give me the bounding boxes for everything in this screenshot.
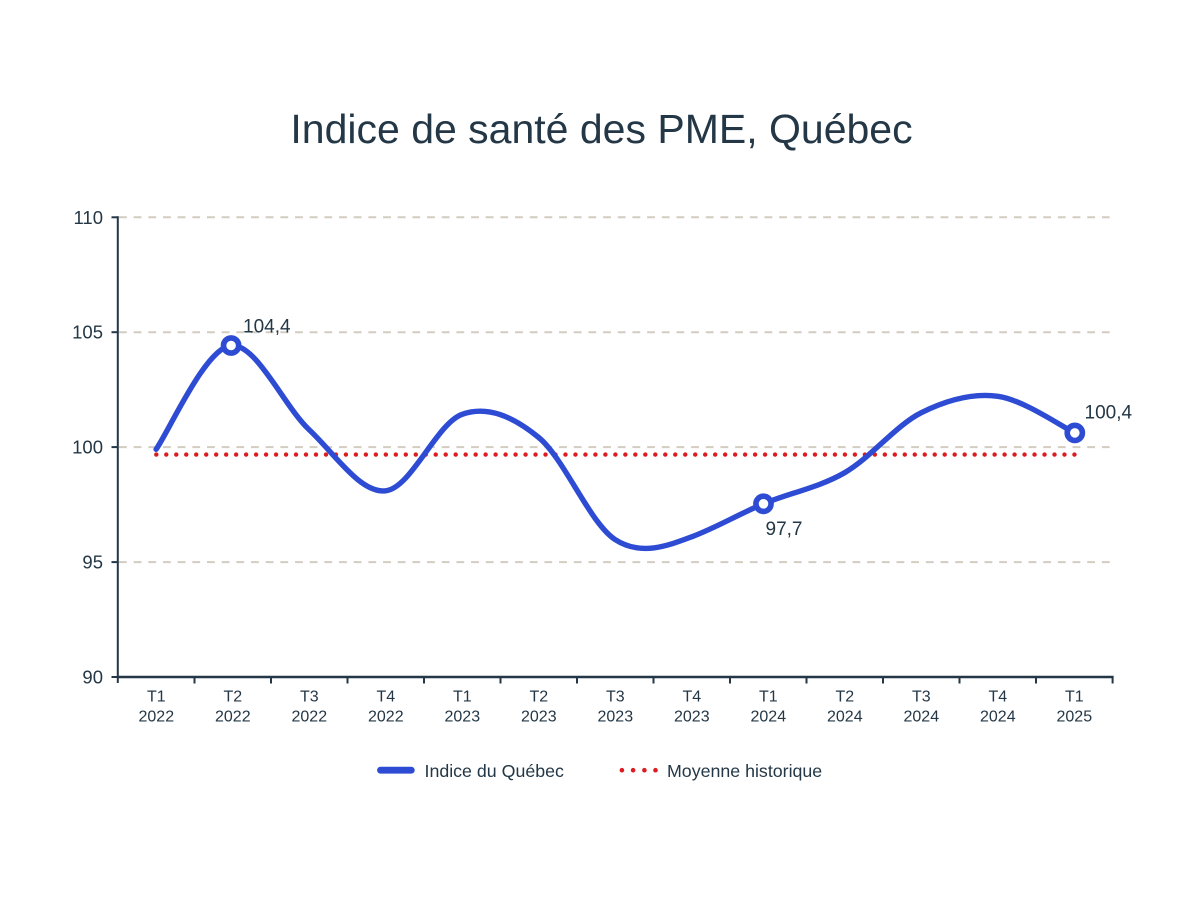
svg-text:2022: 2022: [215, 709, 251, 726]
svg-text:T1: T1: [759, 689, 778, 706]
svg-text:100,4: 100,4: [1085, 403, 1133, 424]
svg-text:2023: 2023: [674, 709, 710, 726]
svg-text:Indice du Québec: Indice du Québec: [425, 761, 564, 781]
svg-text:2022: 2022: [139, 709, 175, 726]
svg-text:T3: T3: [606, 689, 625, 706]
svg-text:2023: 2023: [445, 709, 481, 726]
svg-text:T2: T2: [223, 689, 242, 706]
svg-text:T1: T1: [1065, 689, 1084, 706]
svg-text:110: 110: [74, 207, 104, 228]
svg-text:T1: T1: [453, 689, 472, 706]
svg-text:90: 90: [82, 667, 103, 688]
svg-text:2022: 2022: [368, 709, 404, 726]
svg-text:100: 100: [72, 437, 103, 458]
svg-text:104,4: 104,4: [243, 317, 291, 338]
svg-text:2023: 2023: [598, 709, 634, 726]
svg-text:T3: T3: [300, 689, 319, 706]
svg-text:97,7: 97,7: [766, 519, 803, 540]
svg-text:T4: T4: [376, 689, 395, 706]
svg-text:2025: 2025: [1057, 709, 1093, 726]
svg-text:T4: T4: [682, 689, 701, 706]
svg-text:2022: 2022: [292, 709, 328, 726]
svg-text:2024: 2024: [980, 709, 1016, 726]
svg-text:2024: 2024: [827, 709, 863, 726]
svg-text:T1: T1: [147, 689, 166, 706]
svg-text:Indice de santé des PME, Québe: Indice de santé des PME, Québec: [290, 106, 912, 152]
svg-text:T2: T2: [835, 689, 854, 706]
svg-text:Moyenne historique: Moyenne historique: [667, 761, 822, 781]
svg-text:2023: 2023: [521, 709, 557, 726]
svg-text:95: 95: [82, 552, 103, 573]
svg-text:2024: 2024: [751, 709, 787, 726]
svg-text:T2: T2: [529, 689, 548, 706]
svg-text:2024: 2024: [904, 709, 940, 726]
svg-text:T4: T4: [988, 689, 1007, 706]
svg-text:105: 105: [72, 322, 103, 343]
svg-text:T3: T3: [912, 689, 931, 706]
